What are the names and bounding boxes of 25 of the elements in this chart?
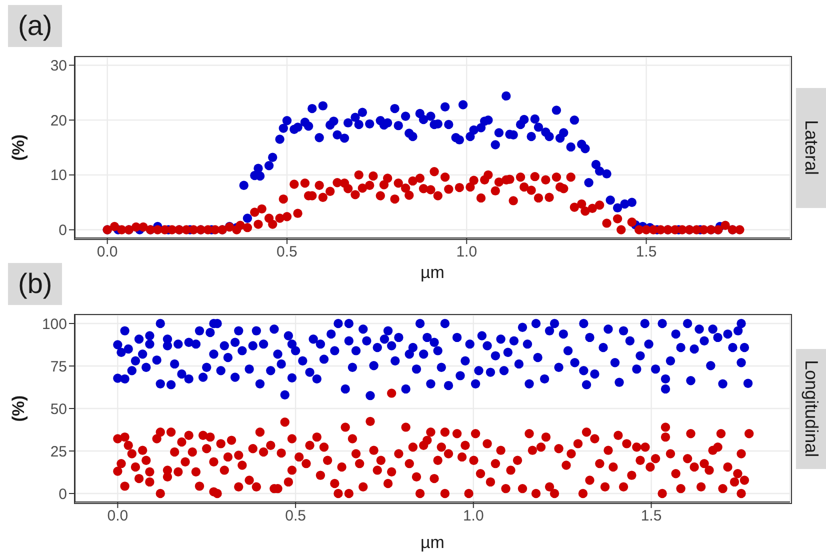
x-axis-title: µm (420, 263, 444, 282)
y-axis-title: (%) (9, 395, 28, 422)
y-tick-label: 25 (50, 443, 67, 460)
x-tick-label: 0.5 (285, 508, 306, 525)
y-tick-label: 75 (50, 358, 67, 376)
y-tick-label: 10 (50, 167, 67, 184)
chart-title: (b) (8, 263, 62, 305)
x-tick-label: 1.0 (456, 244, 478, 261)
y-tick-label: 50 (50, 400, 67, 418)
y-tick-label: 20 (50, 112, 67, 130)
x-tick-label: 0.5 (276, 244, 298, 261)
y-tick-label: 0 (58, 486, 67, 503)
x-tick-label: 0.0 (107, 508, 128, 525)
chart-title: (a) (8, 5, 62, 47)
y-tick-label: 100 (42, 316, 67, 333)
y-tick-label: 30 (50, 58, 67, 75)
x-tick-label: 1.5 (640, 508, 662, 525)
text: Lateral (800, 120, 822, 176)
x-tick-label: 1.0 (462, 508, 484, 525)
x-tick-label: 0.0 (96, 244, 118, 261)
text: Longitudinal (800, 360, 822, 458)
y-tick-label: 0 (58, 222, 67, 240)
x-axis-title: µm (420, 533, 444, 552)
x-tick-label: 1.5 (636, 244, 657, 261)
y-axis-title: (%) (9, 134, 28, 161)
